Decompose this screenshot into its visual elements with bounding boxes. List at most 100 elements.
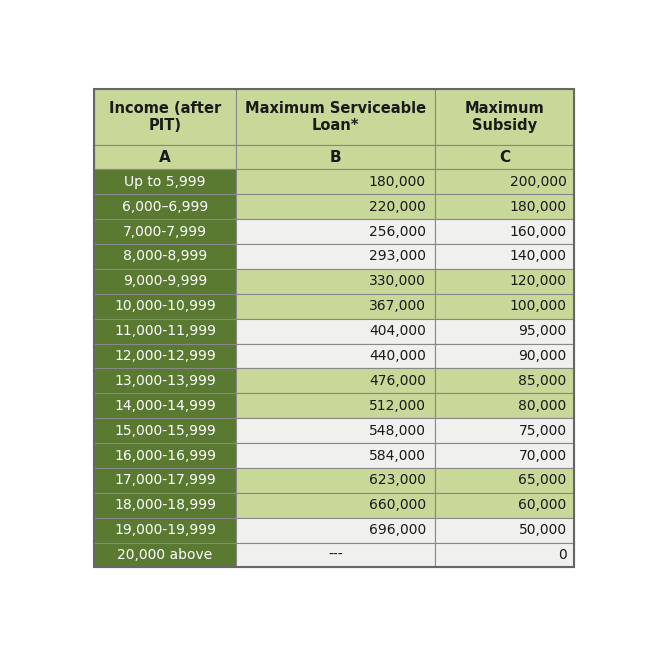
- Text: 476,000: 476,000: [369, 374, 426, 388]
- Bar: [94, 318, 236, 344]
- Bar: [435, 318, 574, 344]
- Text: 180,000: 180,000: [369, 175, 426, 189]
- Text: 75,000: 75,000: [518, 424, 567, 437]
- Text: Maximum
Subsidy: Maximum Subsidy: [465, 101, 544, 133]
- Bar: [94, 244, 236, 269]
- Bar: [94, 518, 236, 543]
- Bar: [435, 344, 574, 369]
- Text: 140,000: 140,000: [510, 250, 567, 263]
- Text: 100,000: 100,000: [510, 299, 567, 313]
- Text: 12,000-12,999: 12,000-12,999: [114, 349, 216, 363]
- Bar: [435, 146, 574, 170]
- Text: 200,000: 200,000: [510, 175, 567, 189]
- Text: 512,000: 512,000: [369, 398, 426, 413]
- Text: 10,000-10,999: 10,000-10,999: [114, 299, 216, 313]
- Text: 8,000-8,999: 8,000-8,999: [123, 250, 207, 263]
- Bar: [435, 219, 574, 244]
- Text: 120,000: 120,000: [510, 274, 567, 289]
- Bar: [94, 269, 236, 294]
- Text: 18,000-18,999: 18,000-18,999: [114, 499, 216, 512]
- Bar: [236, 146, 435, 170]
- Text: Up to 5,999: Up to 5,999: [124, 175, 205, 189]
- Bar: [236, 518, 435, 543]
- Text: 367,000: 367,000: [369, 299, 426, 313]
- Text: 660,000: 660,000: [369, 499, 426, 512]
- Bar: [94, 170, 236, 194]
- Text: 330,000: 330,000: [369, 274, 426, 289]
- Bar: [236, 269, 435, 294]
- Bar: [236, 493, 435, 518]
- Bar: [236, 194, 435, 219]
- Bar: [236, 89, 435, 146]
- Bar: [94, 194, 236, 219]
- Text: 95,000: 95,000: [518, 324, 567, 338]
- Text: 9,000-9,999: 9,000-9,999: [123, 274, 207, 289]
- Bar: [94, 369, 236, 393]
- Text: 11,000-11,999: 11,000-11,999: [114, 324, 216, 338]
- Text: 60,000: 60,000: [518, 499, 567, 512]
- Text: 80,000: 80,000: [518, 398, 567, 413]
- Text: 440,000: 440,000: [369, 349, 426, 363]
- Bar: [94, 393, 236, 418]
- Text: Income (after
PIT): Income (after PIT): [109, 101, 221, 133]
- Text: 50,000: 50,000: [518, 523, 567, 537]
- Text: Maximum Serviceable
Loan*: Maximum Serviceable Loan*: [244, 101, 426, 133]
- Text: 14,000-14,999: 14,000-14,999: [114, 398, 216, 413]
- Bar: [435, 194, 574, 219]
- Text: 696,000: 696,000: [368, 523, 426, 537]
- Bar: [94, 146, 236, 170]
- Text: 65,000: 65,000: [518, 473, 567, 488]
- Bar: [435, 170, 574, 194]
- Text: 70,000: 70,000: [518, 448, 567, 463]
- Bar: [435, 468, 574, 493]
- Text: 623,000: 623,000: [369, 473, 426, 488]
- Bar: [236, 344, 435, 369]
- Text: 584,000: 584,000: [369, 448, 426, 463]
- Bar: [435, 369, 574, 393]
- Text: ---: ---: [328, 548, 343, 562]
- Text: 90,000: 90,000: [518, 349, 567, 363]
- Text: 0: 0: [558, 548, 567, 562]
- Text: C: C: [499, 150, 510, 165]
- Bar: [236, 369, 435, 393]
- Bar: [236, 443, 435, 468]
- Text: 85,000: 85,000: [518, 374, 567, 388]
- Text: 256,000: 256,000: [369, 225, 426, 239]
- Text: 404,000: 404,000: [369, 324, 426, 338]
- Bar: [236, 294, 435, 318]
- Bar: [94, 344, 236, 369]
- Bar: [435, 543, 574, 567]
- Bar: [236, 543, 435, 567]
- Bar: [435, 294, 574, 318]
- Text: 6,000–6,999: 6,000–6,999: [122, 200, 208, 214]
- Bar: [435, 418, 574, 443]
- Bar: [94, 294, 236, 318]
- Bar: [94, 493, 236, 518]
- Text: 220,000: 220,000: [369, 200, 426, 214]
- Bar: [94, 468, 236, 493]
- Text: 548,000: 548,000: [369, 424, 426, 437]
- Bar: [236, 244, 435, 269]
- Bar: [435, 443, 574, 468]
- Bar: [435, 269, 574, 294]
- Text: 17,000-17,999: 17,000-17,999: [114, 473, 216, 488]
- Text: 15,000-15,999: 15,000-15,999: [114, 424, 216, 437]
- Bar: [94, 219, 236, 244]
- Text: 7,000-7,999: 7,000-7,999: [123, 225, 207, 239]
- Bar: [435, 393, 574, 418]
- Text: 180,000: 180,000: [509, 200, 567, 214]
- Bar: [236, 418, 435, 443]
- Bar: [236, 170, 435, 194]
- Text: 19,000-19,999: 19,000-19,999: [114, 523, 216, 537]
- Text: A: A: [159, 150, 171, 165]
- Bar: [94, 89, 236, 146]
- Bar: [94, 543, 236, 567]
- Bar: [236, 468, 435, 493]
- Text: B: B: [329, 150, 341, 165]
- Bar: [94, 443, 236, 468]
- Text: 13,000-13,999: 13,000-13,999: [114, 374, 216, 388]
- Bar: [435, 244, 574, 269]
- Bar: [435, 89, 574, 146]
- Text: 293,000: 293,000: [369, 250, 426, 263]
- Bar: [236, 318, 435, 344]
